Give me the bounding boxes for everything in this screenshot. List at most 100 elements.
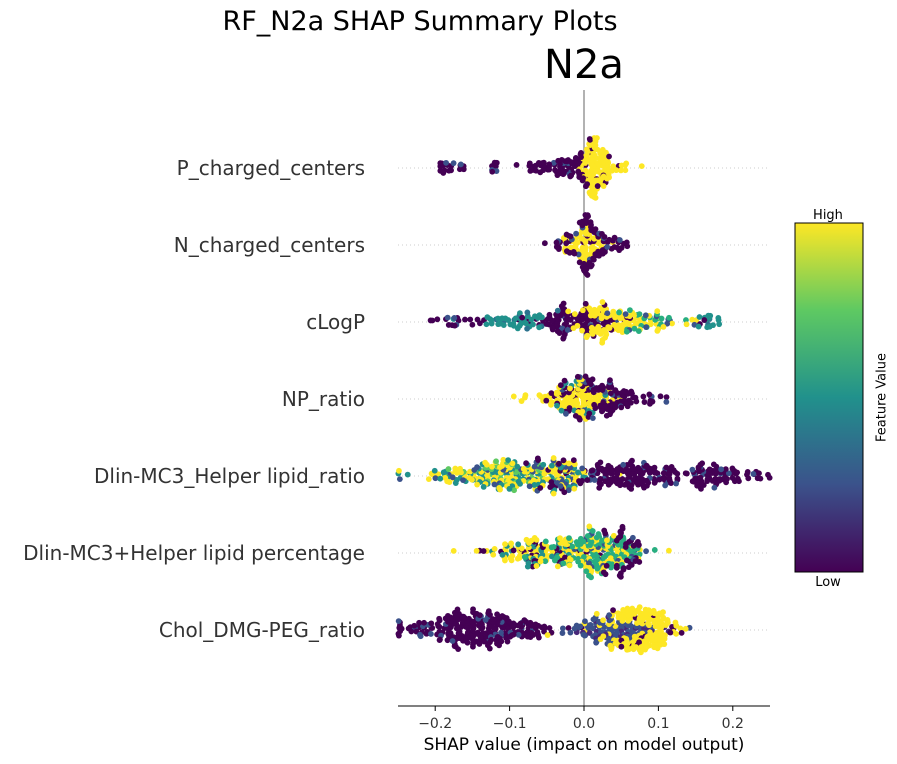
shap-point [666, 314, 672, 321]
shap-point [563, 231, 570, 238]
shap-point [578, 149, 584, 156]
shap-point [602, 571, 609, 578]
shap-point [710, 461, 717, 468]
shap-point [597, 331, 604, 337]
shap-point [611, 234, 618, 241]
shap-point [579, 218, 586, 225]
shap-point [669, 320, 675, 327]
shap-point [537, 485, 544, 491]
shap-point [623, 541, 629, 547]
shap-point [517, 480, 523, 487]
shap-point [455, 646, 462, 653]
shap-point [586, 523, 593, 530]
shap-point [618, 162, 625, 169]
shap-point [588, 574, 594, 581]
shap-point [515, 631, 522, 638]
shap-point [604, 244, 611, 250]
shap-point [583, 334, 590, 341]
shap-point [610, 532, 617, 539]
shap-point [624, 557, 630, 564]
shap-point [612, 623, 619, 630]
shap-point [541, 240, 548, 247]
colorbar [794, 222, 864, 573]
shap-point [645, 607, 652, 613]
shap-point [571, 485, 578, 492]
shap-point [551, 557, 558, 564]
shap-point [477, 320, 483, 327]
shap-point [593, 534, 600, 541]
shap-point [485, 608, 492, 615]
shap-point [725, 470, 732, 477]
shap-point [736, 478, 742, 485]
shap-point [691, 478, 698, 485]
shap-point [599, 382, 605, 389]
shap-point [589, 467, 596, 474]
shap-point [576, 478, 582, 484]
shap-point [597, 636, 604, 643]
shap-point [705, 312, 712, 319]
shap-point [493, 458, 499, 465]
shap-point [510, 322, 517, 329]
x-axis-ticks: −0.2 −0.1 0.0 0.1 0.2 [418, 706, 744, 732]
shap-point [716, 321, 723, 328]
feature-labels: P_charged_centers N_charged_centers cLogP N… [23, 156, 365, 642]
shap-point [610, 308, 617, 315]
shap-point [619, 523, 626, 530]
shap-point [443, 159, 449, 166]
shap-point [579, 327, 585, 334]
shap-point [571, 625, 578, 632]
x-tick-label: −0.2 [418, 716, 452, 732]
shap-point [585, 414, 592, 420]
shap-point [434, 316, 441, 323]
shap-point [722, 466, 729, 473]
shap-point [558, 407, 565, 414]
shap-point [567, 556, 574, 563]
shap-point [499, 613, 506, 619]
shap-point [592, 405, 599, 412]
shap-point [567, 385, 573, 392]
shap-point [621, 481, 628, 488]
shap-point [549, 325, 556, 331]
shap-point [579, 177, 586, 184]
shap-point [502, 557, 508, 564]
shap-point [556, 460, 562, 467]
shap-point [482, 617, 489, 623]
shap-point [510, 393, 517, 400]
shap-point [608, 646, 615, 652]
shap-point [436, 637, 443, 643]
shap-point [574, 315, 581, 322]
shap-point [507, 633, 514, 640]
shap-point [542, 558, 549, 565]
shap-point [489, 168, 496, 175]
shap-point [729, 465, 736, 472]
shap-point [581, 267, 587, 273]
shap-point [593, 385, 600, 391]
shap-point [632, 558, 639, 564]
shap-point [500, 456, 507, 463]
shap-point [582, 212, 589, 218]
shap-point [550, 490, 557, 497]
shap-point [396, 476, 403, 483]
shap-point [454, 606, 461, 613]
x-tick-label: 0.2 [722, 716, 744, 732]
shap-point [593, 639, 599, 646]
shap-point [568, 159, 575, 165]
colorbar-high-label: High [813, 208, 843, 223]
shap-point [633, 398, 640, 405]
shap-point [583, 183, 589, 190]
shap-point [660, 324, 667, 330]
shap-point [457, 161, 464, 168]
shap-point [571, 311, 578, 317]
shap-point [416, 619, 423, 626]
shap-point [599, 230, 605, 237]
shap-point [517, 620, 524, 627]
shap-point [548, 390, 555, 397]
shap-point [668, 480, 674, 487]
shap-point [630, 646, 637, 653]
shap-point [704, 324, 711, 331]
shap-point [502, 541, 508, 548]
shap-point [614, 480, 621, 487]
shap-point [508, 540, 515, 547]
shap-point [566, 562, 573, 569]
shap-point [597, 305, 603, 311]
